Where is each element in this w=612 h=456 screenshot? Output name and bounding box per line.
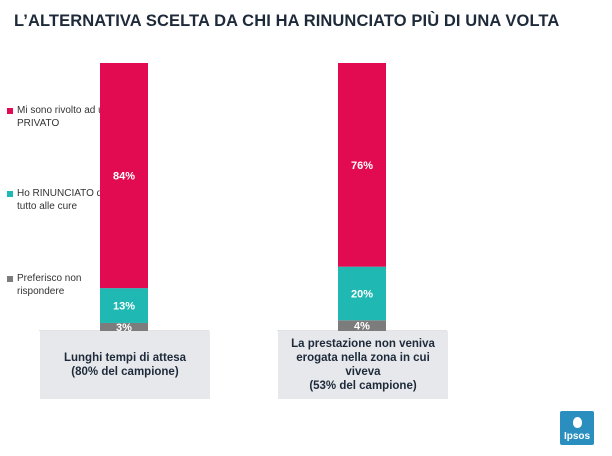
data-label-1-1: 20% xyxy=(351,288,373,300)
bar-segment-1-2 xyxy=(338,63,386,267)
ipsos-logo: Ipsos xyxy=(560,411,594,445)
category-box-0: Lunghi tempi di attesa (80% del campione… xyxy=(40,331,210,399)
bar-segment-0-2 xyxy=(100,63,148,289)
category-sample-1: (53% del campione) xyxy=(309,380,417,392)
legend-label-non-risponde: Preferisco non rispondere xyxy=(17,273,82,297)
category-sample-0: (80% del campione) xyxy=(71,366,179,378)
legend-item-rinunciato: Ho RINUNCIATO del tutto alle cure xyxy=(7,187,113,213)
bar-segment-1-0 xyxy=(338,320,386,331)
chart-title: L’ALTERNATIVA SCELTA DA CHI HA RINUNCIAT… xyxy=(14,12,560,30)
legend-swatch-non-risponde xyxy=(7,276,13,282)
legend-swatch-privato xyxy=(7,108,13,114)
bar-segment-0-0 xyxy=(100,322,148,331)
bar-segment-0-1 xyxy=(100,288,148,323)
category-name-0: Lunghi tempi di attesa xyxy=(63,352,187,364)
data-label-1-2: 76% xyxy=(351,160,373,172)
legend-swatch-rinunciato xyxy=(7,191,13,197)
data-label-0-1: 13% xyxy=(113,301,135,313)
ipsos-logo-text: Ipsos xyxy=(563,431,591,442)
legend-item-privato: Mi sono rivolto ad un PRIVATO xyxy=(7,104,113,130)
data-label-1-0: 4% xyxy=(354,321,370,333)
ipsos-logo-mark xyxy=(572,417,582,428)
data-label-0-2: 84% xyxy=(113,171,135,183)
category-box-1: La prestazione non veniva erogata nella … xyxy=(278,331,448,399)
bar-segment-1-1 xyxy=(338,266,386,321)
category-name-1: La prestazione non veniva erogata nella … xyxy=(291,338,435,378)
legend-label-privato: Mi sono rivolto ad un PRIVATO xyxy=(17,105,110,129)
legend-item-non-risponde: Preferisco non rispondere xyxy=(7,272,113,298)
data-label-0-0: 3% xyxy=(116,322,132,334)
legend-label-rinunciato: Ho RINUNCIATO del tutto alle cure xyxy=(17,188,110,212)
